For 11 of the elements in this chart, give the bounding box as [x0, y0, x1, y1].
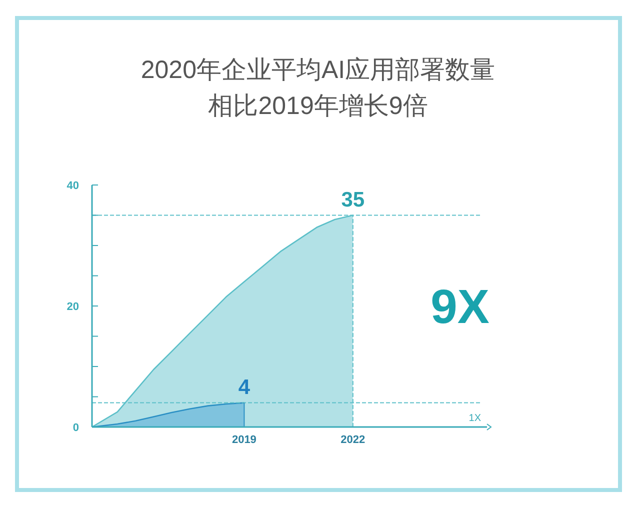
annotation: 9X	[430, 281, 490, 334]
annotation: 1X	[468, 413, 482, 424]
y-tick-label: 20	[66, 301, 79, 313]
annotation: 35	[341, 188, 365, 212]
x-tick-label: 2019	[232, 434, 256, 446]
y-tick-label: 0	[72, 422, 79, 434]
x-tick-label: 2022	[340, 434, 366, 446]
chart-title: 2020年企业平均AI应用部署数量	[140, 56, 496, 84]
y-tick-label: 40	[66, 180, 79, 192]
chart-subtitle: 相比2019年增长9倍	[208, 92, 428, 120]
annotation: 4	[238, 376, 250, 399]
